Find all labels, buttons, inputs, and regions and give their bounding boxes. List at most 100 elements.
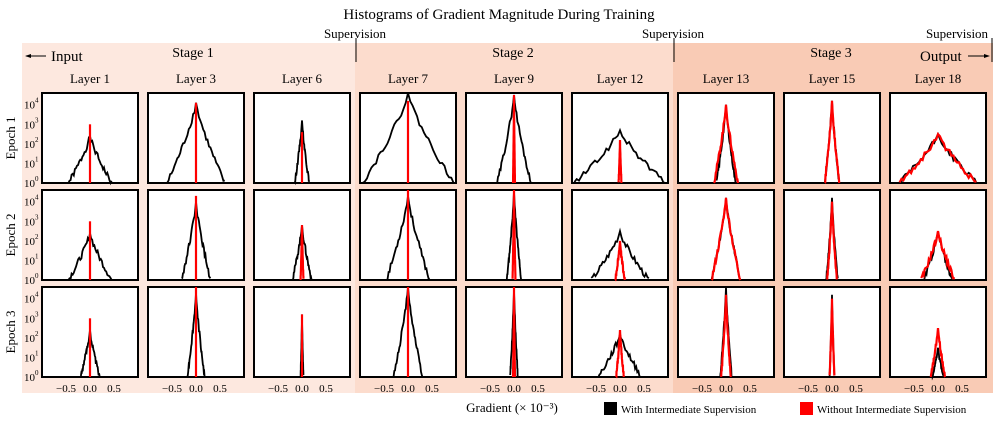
x-tick-label: −0.5	[162, 383, 182, 395]
layer-title: Layer 3	[176, 71, 216, 86]
series-without-supervision-curve	[511, 189, 517, 280]
x-tick-label: −0.5	[374, 383, 394, 395]
series-without-supervision-curve	[920, 230, 955, 280]
series-without-supervision-curve	[898, 131, 977, 183]
y-tick-exponent: 2	[35, 233, 39, 241]
series-with-supervision-curve	[931, 347, 945, 381]
epoch-label: Epoch 1	[3, 117, 18, 160]
x-tick-label: −0.5	[586, 383, 606, 395]
x-tick-label: 0.0	[507, 383, 521, 395]
layer-title: Layer 18	[915, 71, 962, 86]
series-with-supervision-curve	[361, 92, 455, 184]
input-label: Input	[51, 49, 83, 65]
y-tick-label: 10	[24, 178, 36, 190]
layer-title: Layer 1	[70, 71, 110, 86]
x-tick-label: −0.5	[798, 383, 818, 395]
input-arrowhead	[25, 54, 31, 58]
y-tick-exponent: 0	[35, 272, 39, 280]
x-tick-label: 0.0	[931, 383, 945, 395]
legend-label-without: Without Intermediate Supervision	[817, 404, 967, 416]
layer-title: Layer 9	[494, 71, 534, 86]
x-tick-label: 0.0	[189, 383, 203, 395]
series-without-supervision-curve	[713, 104, 740, 184]
y-tick-label: 10	[24, 236, 36, 248]
layer-title: Layer 13	[703, 71, 750, 86]
y-tick-label: 10	[24, 275, 36, 287]
x-tick-label: −0.5	[692, 383, 712, 395]
x-tick-label: 0.0	[83, 383, 97, 395]
x-axis-label: Gradient (× 10⁻³)	[466, 400, 558, 415]
series-with-supervision-curve	[590, 227, 650, 279]
x-tick-label: −0.5	[268, 383, 288, 395]
y-tick-label: 10	[24, 333, 36, 345]
x-tick-label: −0.5	[56, 383, 76, 395]
y-tick-label: 10	[24, 139, 36, 151]
x-tick-label: 0.5	[743, 383, 757, 395]
stage-1-label: Stage 1	[172, 46, 214, 61]
x-tick-label: 0.5	[213, 383, 227, 395]
y-tick-exponent: 0	[35, 369, 39, 377]
legend-label-with: With Intermediate Supervision	[621, 404, 757, 416]
series-without-supervision-curve	[299, 225, 305, 280]
y-tick-exponent: 4	[35, 194, 39, 202]
epoch-label: Epoch 3	[3, 311, 18, 354]
histogram-panel	[571, 189, 669, 281]
series-without-supervision-curve	[614, 240, 626, 282]
layer-title: Layer 12	[597, 71, 644, 86]
y-tick-label: 10	[24, 255, 36, 267]
supervision-label-2: Supervision	[642, 26, 705, 41]
series-with-supervision-curve	[573, 127, 666, 184]
y-tick-label: 10	[24, 119, 36, 131]
series-without-supervision-curve	[511, 287, 517, 378]
x-tick-label: −0.5	[904, 383, 924, 395]
y-tick-exponent: 2	[35, 136, 39, 144]
y-tick-exponent: 3	[35, 116, 39, 124]
series-without-supervision-curve	[720, 294, 732, 378]
chart-title: Histograms of Gradient Magnitude During …	[343, 7, 655, 23]
y-tick-exponent: 3	[35, 310, 39, 318]
series-with-supervision-curve	[293, 120, 311, 186]
x-tick-label: −0.5	[480, 383, 500, 395]
y-tick-exponent: 3	[35, 213, 39, 221]
series-without-supervision-curve	[826, 201, 838, 280]
supervision-label-1: Supervision	[324, 26, 387, 41]
y-tick-exponent: 1	[35, 349, 39, 357]
series-without-supervision-curve	[929, 328, 947, 378]
x-tick-label: 0.5	[637, 383, 651, 395]
y-tick-exponent: 4	[35, 97, 39, 105]
legend-swatch-with	[604, 402, 617, 415]
x-tick-label: 0.0	[825, 383, 839, 395]
y-tick-exponent: 0	[35, 175, 39, 183]
output-label: Output	[920, 49, 963, 65]
x-tick-label: 0.0	[401, 383, 415, 395]
y-tick-label: 10	[24, 372, 36, 384]
histogram-panel	[889, 92, 987, 184]
stage-3-label: Stage 3	[810, 46, 852, 61]
x-tick-label: 0.5	[107, 383, 121, 395]
layer-title: Layer 7	[388, 71, 429, 86]
y-tick-label: 10	[24, 216, 36, 228]
x-tick-label: 0.5	[425, 383, 439, 395]
y-tick-label: 10	[24, 100, 36, 112]
series-without-supervision-curve	[615, 329, 625, 379]
series-without-supervision-curve	[710, 197, 742, 281]
supervision-label-3: Supervision	[926, 26, 989, 41]
x-tick-label: 0.5	[849, 383, 863, 395]
series-without-supervision-curve	[617, 139, 623, 184]
series-without-supervision-curve	[824, 100, 841, 184]
x-tick-label: 0.0	[719, 383, 733, 395]
y-tick-exponent: 1	[35, 252, 39, 260]
x-tick-label: 0.5	[319, 383, 333, 395]
y-tick-exponent: 2	[35, 330, 39, 338]
x-tick-label: 0.5	[531, 383, 545, 395]
stage-2-label: Stage 2	[492, 46, 534, 61]
series-without-supervision-curve	[828, 298, 836, 376]
epoch-label: Epoch 2	[3, 214, 18, 257]
y-tick-label: 10	[24, 158, 36, 170]
x-tick-label: 0.0	[295, 383, 309, 395]
series-without-supervision-curve	[511, 95, 517, 184]
layer-title: Layer 15	[809, 71, 856, 86]
output-arrowhead	[984, 54, 990, 58]
